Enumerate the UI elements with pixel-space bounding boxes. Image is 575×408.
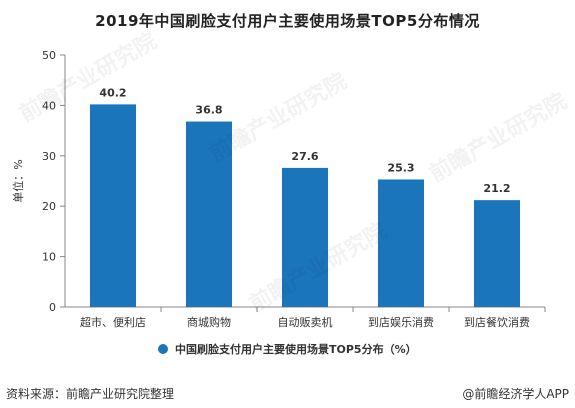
x-tick-label: 自动贩卖机 — [278, 315, 333, 329]
data-label: 21.2 — [483, 182, 510, 195]
chart-title: 2019年中国刷脸支付用户主要使用场景TOP5分布情况 — [95, 12, 480, 30]
y-tick-label: 10 — [42, 251, 56, 264]
data-label: 27.6 — [291, 150, 318, 163]
data-label: 40.2 — [99, 86, 126, 99]
source-note: 资料来源：前瞻产业研究院整理 — [6, 387, 175, 401]
data-label: 25.3 — [387, 161, 414, 174]
bar — [90, 104, 136, 307]
bar — [474, 200, 520, 307]
legend-label: 中国刷脸支付用户主要使用场景TOP5分布（%） — [175, 342, 417, 356]
legend-marker — [158, 344, 168, 354]
x-tick-label: 到店餐饮消费 — [464, 315, 530, 329]
x-tick-label: 商城购物 — [187, 315, 231, 329]
y-axis-label: 单位：% — [11, 159, 25, 202]
credit-note: @前瞻经济学人APP — [462, 387, 569, 401]
y-tick-label: 50 — [42, 49, 56, 62]
y-tick-label: 30 — [42, 150, 56, 163]
bar — [378, 179, 424, 307]
bar — [186, 121, 232, 307]
y-tick-label: 0 — [49, 301, 56, 314]
data-label: 36.8 — [195, 104, 222, 117]
x-tick-label: 到店娱乐消费 — [368, 315, 434, 329]
y-tick-label: 40 — [42, 99, 56, 112]
bar — [282, 167, 328, 307]
x-tick-label: 超市、便利店 — [80, 315, 146, 329]
y-tick-label: 20 — [42, 200, 56, 213]
